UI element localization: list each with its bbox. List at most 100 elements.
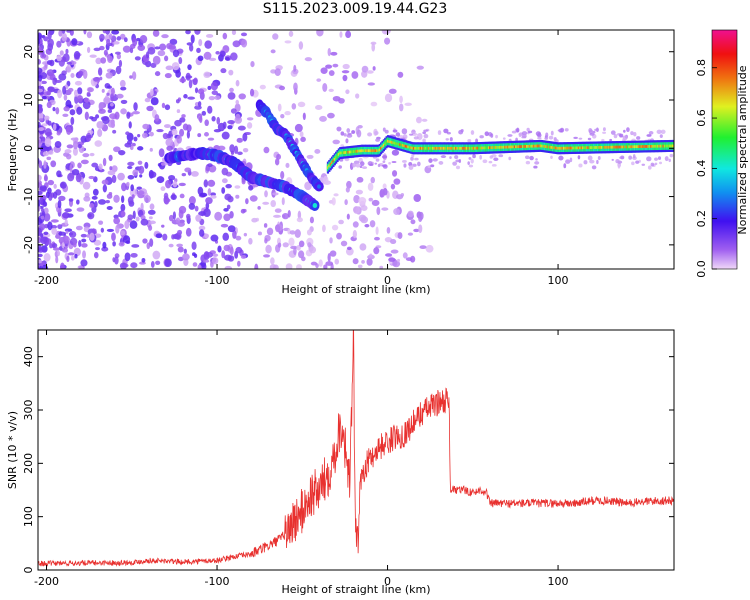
spectrogram-noise-cell [38,88,43,93]
spectrogram-noise-cell [86,134,93,139]
dominant-line-core [648,144,651,148]
spectrogram-noise-cell [211,257,219,265]
spectrogram-noise-cell [111,165,118,173]
spectrogram-noise-cell [61,242,65,249]
dominant-line-core [343,151,346,155]
spectrogram-noise-cell [432,158,438,162]
dominant-line-core [635,145,638,149]
dominant-line-core [550,145,553,149]
dominant-line-core [631,145,634,149]
spectrogram-noise-cell [120,210,126,218]
dominant-line-core [388,140,391,143]
spectrogram-noise-cell [304,181,312,191]
spectrogram-noise-cell [529,155,534,161]
spectrogram-noise-cell [70,255,75,261]
spectrogram-noise-cell [413,136,419,140]
dominant-line-core [624,145,627,149]
dominant-line-core [348,150,351,154]
spectrogram-xtick-label: 100 [548,274,569,287]
spectrogram-noise-cell [449,156,452,160]
spectrogram-noise-cell [114,111,120,120]
dominant-line-core [517,145,521,149]
spectrogram-noise-cell [93,239,102,246]
dominant-line-core [572,146,575,150]
spectrogram-noise-cell [177,246,184,253]
spectrogram-noise-cell [615,158,620,164]
spectrogram-noise-cell [381,155,388,159]
spectrogram-noise-cell [193,77,198,85]
spectrogram-noise-cell [54,140,62,148]
spectrogram-noise-cell [66,30,72,33]
spectrogram-noise-cell [55,107,60,115]
spectrogram-noise-cell [194,205,199,212]
spectrogram-noise-cell [587,155,593,161]
spectrogram-noise-cell [152,250,161,260]
spectrogram-noise-cell [534,161,540,165]
spectrogram-noise-cell [106,85,112,89]
spectrogram-noise-cell [127,196,134,205]
spectrogram-noise-cell [422,138,426,143]
dominant-line-core [457,146,461,150]
spectrogram-noise-cell [124,252,131,262]
spectrogram-noise-cell [71,38,78,46]
spectrogram-noise-cell [77,87,83,95]
spectrogram-noise-cell [343,133,347,137]
spectrogram-noise-cell [198,38,203,47]
spectrogram-noise-cell [68,198,74,202]
spectrogram-noise-cell [341,70,350,74]
spectrogram-noise-cell [344,199,348,206]
spectrogram-noise-cell [300,136,306,143]
spectrogram-noise-cell [183,248,187,254]
spectrogram-noise-cell [633,131,637,137]
dominant-line-core [362,149,365,153]
spectrogram-noise-cell [423,133,429,139]
colorbar-ticks: 0.0 0.2 0.4 0.6 0.8 [695,59,717,278]
spectrogram-noise-cell [146,105,154,112]
spectrogram-noise-cell [240,32,248,37]
spectrogram-noise-cell [589,132,595,136]
dominant-line-core [506,145,510,149]
spectrogram-noise-cell [229,87,234,93]
spectrogram-noise-cell [104,98,110,105]
spectrogram-noise-cell [111,232,116,242]
spectrogram-xtick-label: -100 [205,274,230,287]
spectrogram-noise-cell [56,170,62,178]
dominant-line-core [393,141,396,145]
spectrogram-noise-cell [46,60,53,66]
snr-ytick-label: 400 [22,346,35,367]
spectrogram-noise-cell [113,194,120,203]
spectrogram-noise-cell [609,138,613,142]
colorbar-frame [711,29,738,270]
dominant-line-core [448,146,451,150]
spectrogram-noise-cell [323,175,329,185]
spectrogram-noise-cell [188,44,194,52]
spectrogram-noise-cell [112,241,116,247]
spectrogram-noise-cell [391,149,400,156]
dominant-line-core [568,146,571,150]
spectrogram-noise-cell [274,208,282,213]
spectrogram-noise-cell [64,149,72,154]
spectrogram-noise-cell [208,95,216,101]
spectrogram-noise-cell [373,247,380,255]
spectrogram-noise-cell [159,43,167,51]
dominant-line-core [426,146,429,150]
spectrogram-noise-cell [46,101,52,109]
spectrogram-noise-cell [654,157,659,161]
spectrogram-noise-cell [669,153,674,158]
spectrogram-noise-cell [397,232,403,239]
spectrogram-noise-cell [246,122,253,129]
dominant-line-core [521,145,525,148]
spectrogram-noise-cell [58,73,67,81]
spectrogram-noise-cell [493,157,499,162]
spectrogram-noise-cell [186,124,192,133]
spectrogram-noise-cell [188,79,193,89]
dominant-line-core [392,141,395,145]
spectrogram-noise-cell [74,80,83,86]
spectrogram-noise-cell [131,142,136,147]
spectrogram-noise-cell [165,179,172,189]
spectrogram-noise-cell [347,132,352,136]
spectrogram-noise-cell [52,191,58,199]
spectrogram-noise-cell [223,254,232,261]
spectrogram-noise-cell [87,212,95,220]
spectrogram-noise-cell [168,214,174,222]
